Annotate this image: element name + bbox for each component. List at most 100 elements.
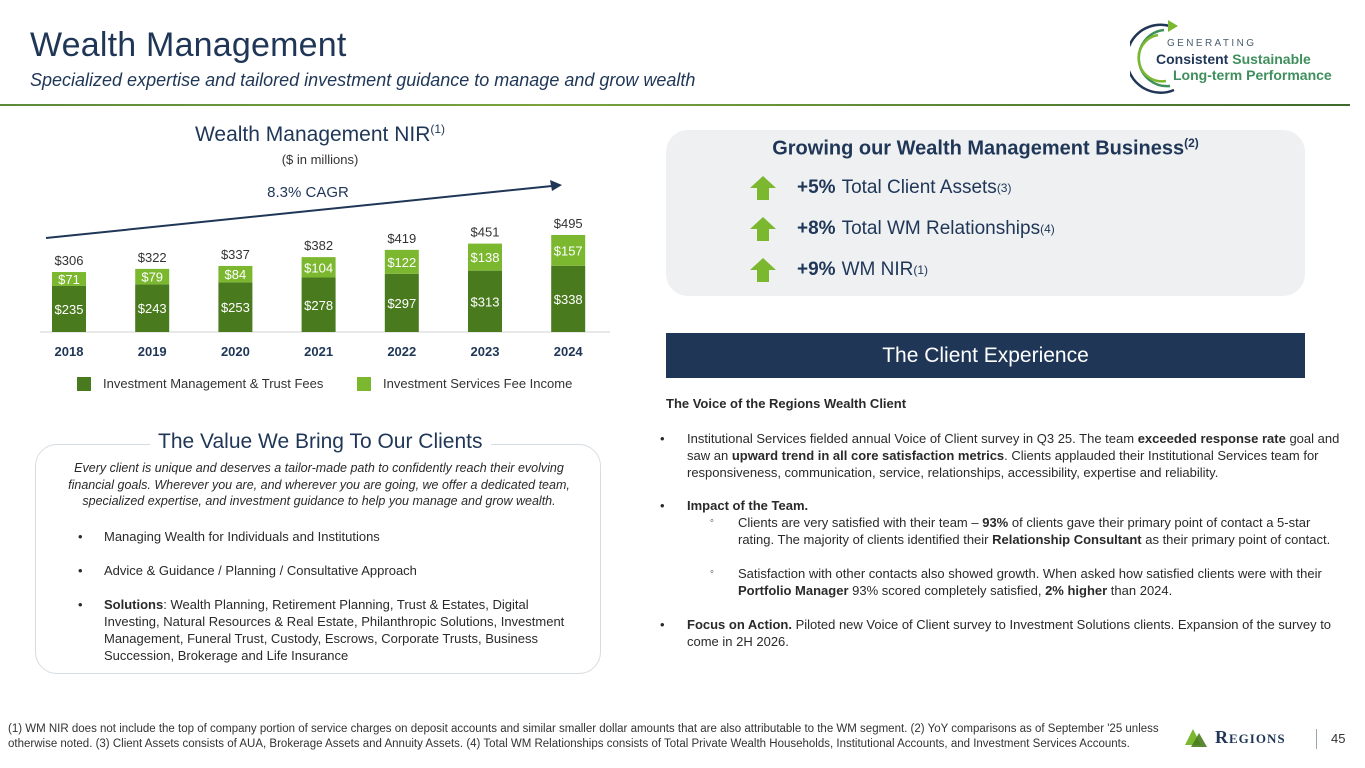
- legend-swatch-trust-fees: [77, 376, 91, 391]
- cx-subbullet-2: ◦ Satisfaction with other contacts also …: [710, 565, 1335, 599]
- text-bold: 93%: [982, 515, 1009, 530]
- data-label-trust-fees: $313: [471, 294, 500, 309]
- data-label-services-fees: $84: [225, 267, 247, 282]
- nir-bar-chart: $235 $71 $306 2018 $243 $79 $322 2019 $253 $84 $33…: [40, 180, 610, 359]
- cx-bullet-1: • Institutional Services fielded annual …: [660, 430, 1340, 481]
- text-bold: upward trend in all core satisfaction me…: [731, 448, 1005, 463]
- data-label-total: $451: [471, 225, 500, 240]
- logo-sustainable: Sustainable: [1232, 51, 1311, 67]
- regions-wordmark: Regions: [1215, 727, 1286, 747]
- cx-bullet-text: Focus on Action. Piloted new Voice of Cl…: [660, 616, 1340, 650]
- page-title: Wealth Management: [30, 26, 347, 64]
- generating-performance-logo: GENERATING Consistent Sustainable Long-t…: [1130, 18, 1345, 98]
- growth-value: +5%: [797, 177, 836, 198]
- bullet-dot: •: [78, 529, 83, 544]
- text-run: 93% scored completely satisfied,: [848, 583, 1046, 598]
- value-intro: Every client is unique and deserves a ta…: [68, 461, 570, 508]
- growth-label: Total Client Assets: [841, 177, 997, 198]
- subbullet-dot: ◦: [710, 566, 714, 578]
- text-run: Piloted new Voice of Client survey to In…: [687, 617, 1332, 649]
- bullet-dot: •: [660, 431, 665, 446]
- value-bullet-3: • Solutions: Wealth Planning, Retirement…: [78, 596, 578, 664]
- growth-sup: (4): [1040, 222, 1055, 236]
- data-label-services-fees: $157: [554, 243, 583, 258]
- growth-sup: (3): [996, 181, 1012, 195]
- solutions-rest: : Wealth Planning, Retirement Planning, …: [104, 597, 565, 663]
- chart-title-text: Wealth Management NIR: [194, 123, 431, 146]
- x-tick-label: 2019: [138, 344, 167, 359]
- growth-label: WM NIR: [841, 259, 914, 280]
- value-heading: The Value We Bring To Our Clients: [150, 430, 491, 454]
- text-bold: Impact of the Team.: [687, 498, 809, 513]
- text-bold: Portfolio Manager: [738, 583, 849, 598]
- x-tick-label: 2022: [387, 344, 416, 359]
- footer-divider: [1316, 729, 1317, 749]
- logo-line-2: Consistent Sustainable: [1156, 51, 1311, 67]
- bar-services-fees: [218, 265, 253, 283]
- cx-bullet-text: Impact of the Team.: [660, 497, 1340, 514]
- cx-subbullet-text: Satisfaction with other contacts also sh…: [710, 565, 1335, 599]
- chart-units: ($ in millions): [281, 152, 359, 167]
- bar-trust-fees: [135, 284, 170, 332]
- arc-arrow-icon: [1130, 20, 1178, 94]
- legend-label-trust-fees: Investment Management & Trust Fees: [103, 376, 324, 391]
- cx-bullet-text: Institutional Services fielded annual Vo…: [660, 430, 1340, 481]
- bar-trust-fees: [468, 270, 502, 332]
- logo-consistent: Consistent: [1156, 51, 1229, 67]
- text-run: of clients gave their primary point of c…: [738, 515, 1311, 547]
- cx-subbullet-text: Clients are very satisfied with their te…: [710, 514, 1335, 548]
- data-label-trust-fees: $278: [304, 298, 333, 313]
- value-bullet-text: Solutions: Wealth Planning, Retirement P…: [78, 596, 578, 664]
- text-run: Institutional Services fielded annual Vo…: [687, 431, 1138, 446]
- footnote: (1) WM NIR does not include the top of c…: [8, 723, 1159, 750]
- value-bullet-text: Managing Wealth for Individuals and Inst…: [104, 529, 380, 544]
- data-label-services-fees: $104: [304, 260, 333, 275]
- header-divider: [0, 104, 1350, 106]
- up-arrow-icon: [750, 217, 776, 241]
- bar-trust-fees: [301, 277, 336, 332]
- data-label-services-fees: $138: [471, 250, 500, 265]
- data-label-total: $495: [554, 216, 583, 231]
- data-label-total: $419: [387, 231, 416, 246]
- data-label-total: $322: [138, 250, 167, 265]
- cagr-label: 8.3% CAGR: [267, 184, 349, 201]
- value-bullet-text: Advice & Guidance / Planning / Consultat…: [104, 563, 417, 578]
- text-run: . Clients applauded their Institutional …: [687, 448, 1319, 480]
- logo-line-1: GENERATING: [1167, 38, 1257, 49]
- chart-title: Wealth Management NIR(1): [130, 122, 510, 147]
- cx-subbullet-1: ◦ Clients are very satisfied with their …: [710, 514, 1335, 548]
- growth-value: +9%: [797, 259, 836, 280]
- bar-services-fees: [551, 234, 586, 266]
- bar-trust-fees: [384, 273, 419, 332]
- data-label-total: $306: [55, 253, 84, 268]
- text-bold: 2% higher: [1045, 583, 1108, 598]
- regions-triangle-icon: [1185, 728, 1207, 747]
- page-subtitle: Specialized expertise and tailored inves…: [30, 70, 696, 90]
- bar-trust-fees: [52, 285, 86, 332]
- x-tick-label: 2023: [471, 344, 500, 359]
- legend-label-services-fees: Investment Services Fee Income: [383, 376, 573, 391]
- cx-bullet-3: • Focus on Action. Piloted new Voice of …: [660, 616, 1340, 650]
- text-bold: Relationship Consultant: [992, 532, 1142, 547]
- growth-label: Total WM Relationships: [841, 218, 1041, 239]
- growth-row-client-assets: +5% Total Client Assets (3): [750, 176, 1011, 200]
- bar-trust-fees: [218, 282, 253, 332]
- bullet-dot: •: [78, 597, 83, 612]
- growing-heading-text: Growing our Wealth Management Business: [772, 137, 1185, 160]
- up-arrow-icon: [750, 258, 776, 282]
- text-run: Satisfaction with other contacts also sh…: [738, 566, 1322, 581]
- growth-value: +8%: [797, 218, 836, 239]
- growth-row-wm-nir: +9% WM NIR (1): [750, 258, 928, 282]
- data-label-trust-fees: $338: [554, 292, 583, 307]
- data-label-trust-fees: $235: [55, 302, 84, 317]
- value-bullet-2: • Advice & Guidance / Planning / Consult…: [78, 562, 578, 579]
- legend-item-trust-fees: Investment Management & Trust Fees: [77, 376, 323, 391]
- bar-trust-fees: [551, 265, 586, 332]
- bullet-dot: •: [660, 498, 665, 513]
- logo-line-3: Long-term Performance: [1173, 67, 1332, 83]
- x-tick-label: 2020: [221, 344, 250, 359]
- bar-services-fees: [135, 268, 170, 285]
- cagr-arrow-head: [550, 180, 562, 191]
- legend-swatch-services-fees: [357, 376, 371, 391]
- legend-item-services-fees: Investment Services Fee Income: [357, 376, 572, 391]
